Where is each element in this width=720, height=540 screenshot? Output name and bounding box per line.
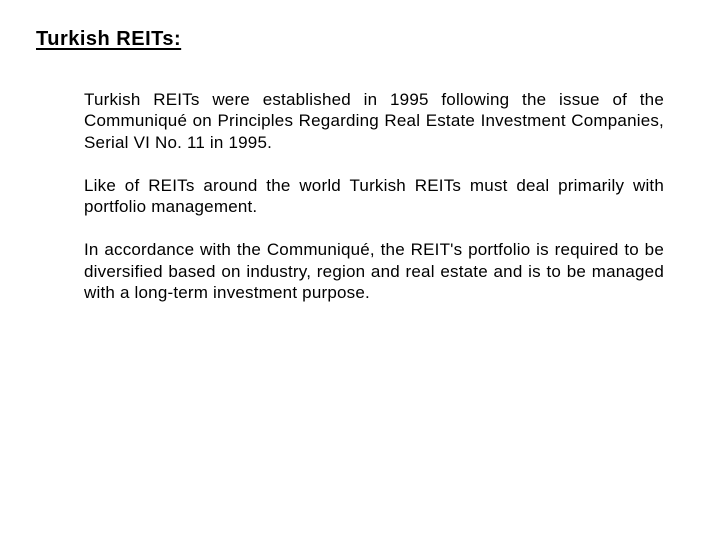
paragraph: Turkish REITs were established in 1995 f… <box>84 89 664 153</box>
page-title: Turkish REITs: <box>36 28 684 51</box>
paragraph: In accordance with the Communiqué, the R… <box>84 239 664 303</box>
paragraph: Like of REITs around the world Turkish R… <box>84 175 664 218</box>
body-text-block: Turkish REITs were established in 1995 f… <box>36 89 684 303</box>
slide-page: Turkish REITs: Turkish REITs were establ… <box>0 0 720 540</box>
